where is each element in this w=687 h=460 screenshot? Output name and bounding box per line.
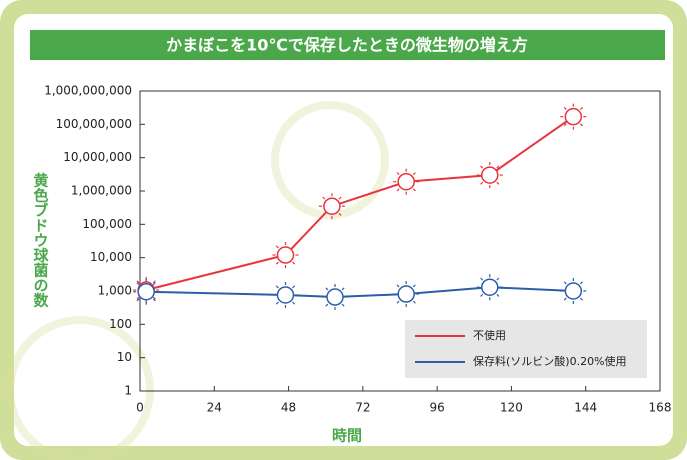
data-point: [398, 174, 414, 190]
data-point: [565, 283, 581, 299]
y-axis-label: 黄色ブドウ球菌の数: [32, 172, 50, 309]
x-tick-label: 0: [136, 401, 144, 415]
y-tick-label: 1,000,000: [71, 184, 132, 198]
y-tick-label: 10,000,000: [63, 150, 132, 164]
data-point: [482, 279, 498, 295]
y-tick-label: 100: [109, 317, 132, 331]
x-tick-label: 48: [281, 401, 296, 415]
data-point: [482, 167, 498, 183]
x-axis-label: 時間: [332, 427, 362, 445]
legend-label: 保存料(ソルビン酸)0.20%使用: [473, 354, 627, 368]
y-tick-label: 1,000,000,000: [44, 84, 132, 98]
y-tick-label: 100,000,000: [56, 117, 132, 131]
y-tick-label: 100,000: [82, 217, 132, 231]
data-point: [565, 109, 581, 125]
chart: かまぼこを10℃で保存したときの微生物の増え方 時間 黄色ブドウ球菌の数 1 10…: [0, 0, 687, 460]
x-tick-label: 96: [430, 401, 445, 415]
data-point: [277, 247, 293, 263]
x-tick-label: 120: [500, 401, 523, 415]
legend-label: 不使用: [473, 329, 506, 342]
y-tick-label: 10: [117, 350, 132, 364]
y-tick-label: 1: [124, 384, 132, 398]
y-tick-label: 10,000: [90, 250, 132, 264]
x-tick-label: 144: [574, 401, 597, 415]
y-tick-label: 1,000: [98, 284, 132, 298]
data-point: [138, 284, 154, 300]
legend-box: [405, 320, 647, 378]
x-tick-label: 168: [649, 401, 672, 415]
x-tick-label: 24: [207, 401, 222, 415]
data-point: [277, 287, 293, 303]
data-point: [327, 289, 343, 305]
chart-title: かまぼこを10℃で保存したときの微生物の増え方: [166, 36, 528, 55]
data-point: [324, 198, 340, 214]
x-tick-label: 72: [355, 401, 370, 415]
data-point: [398, 286, 414, 302]
